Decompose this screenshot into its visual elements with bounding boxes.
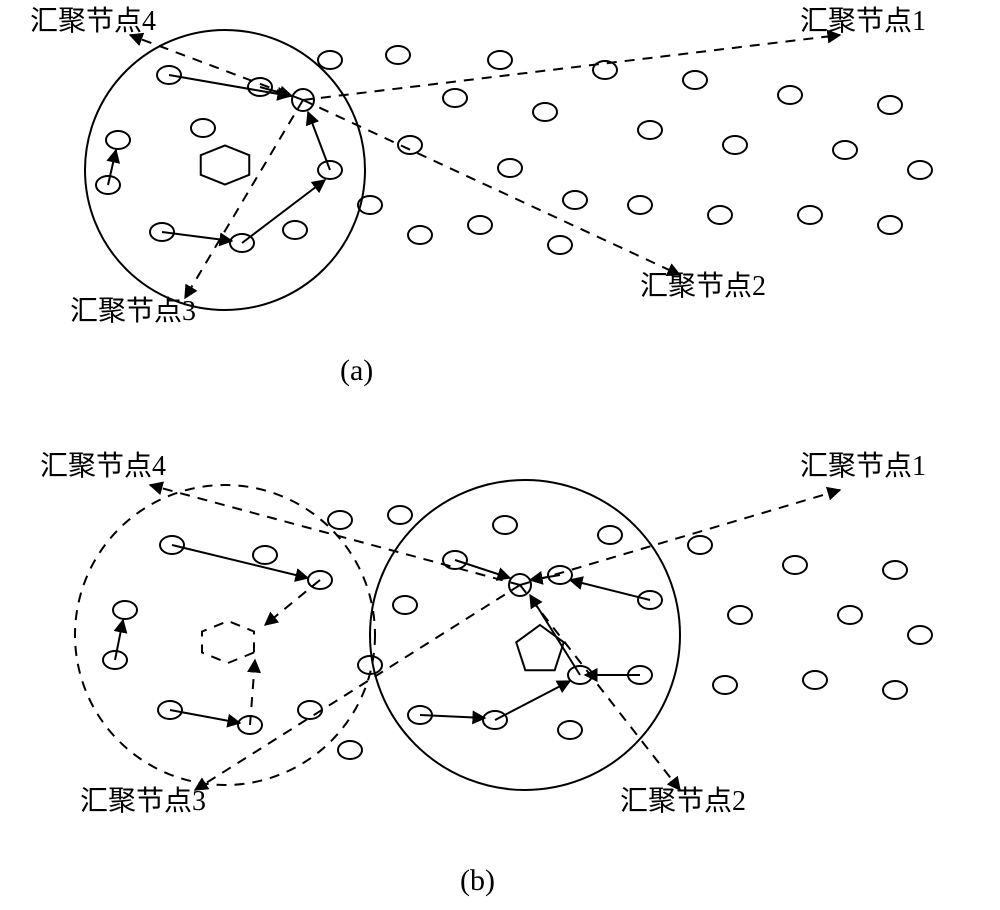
sensor-node — [328, 511, 352, 529]
sensor-node — [683, 71, 707, 89]
cluster-circle — [85, 30, 365, 310]
sensor-node — [191, 119, 215, 137]
sensor-node — [113, 601, 137, 619]
sensor-node — [498, 159, 522, 177]
route-arrow — [420, 715, 485, 718]
route-arrow — [495, 681, 570, 720]
a-lbl1: 汇聚节点1 — [800, 5, 926, 37]
diagram-a: 汇聚节点4 汇聚节点1 汇聚节点3 汇聚节点2 (a) — [30, 5, 932, 387]
sensor-node — [408, 226, 432, 244]
sensor-node — [638, 121, 662, 139]
sink-link — [520, 585, 680, 790]
sensor-node — [883, 681, 907, 699]
sensor-node — [908, 626, 932, 644]
sink-link — [150, 485, 520, 585]
sensor-node — [443, 89, 467, 107]
sensor-node — [393, 596, 417, 614]
a-lbl3: 汇聚节点3 — [70, 295, 196, 327]
sensor-node — [598, 526, 622, 544]
sensor-node — [883, 561, 907, 579]
hexagon-marker — [202, 621, 254, 663]
diagram-b: 汇聚节点4 汇聚节点1 汇聚节点3 汇聚节点2 (b) — [40, 450, 932, 897]
sensor-node — [878, 96, 902, 114]
route-arrow — [172, 545, 308, 578]
sensor-node — [783, 556, 807, 574]
sensor-node — [728, 606, 752, 624]
sensor-node — [688, 536, 712, 554]
sensor-node — [723, 136, 747, 154]
route-arrow — [308, 112, 330, 170]
sensor-node — [533, 103, 557, 121]
b-lbl4: 汇聚节点4 — [40, 450, 166, 482]
sensor-node — [833, 141, 857, 159]
sensor-node — [558, 721, 582, 739]
sensor-node — [778, 86, 802, 104]
sensor-node — [838, 606, 862, 624]
sink-link — [303, 100, 680, 275]
route-arrow — [108, 150, 116, 185]
sensor-node — [878, 216, 902, 234]
a-lbl4: 汇聚节点4 — [30, 5, 156, 37]
caption-a: (a) — [340, 354, 373, 387]
b-lbl1: 汇聚节点1 — [800, 450, 926, 482]
b-lbl2: 汇聚节点2 — [620, 785, 746, 817]
sensor-node — [468, 216, 492, 234]
sensor-node — [253, 546, 277, 564]
route-arrow — [115, 620, 123, 660]
sensor-node — [106, 131, 130, 149]
sensor-node — [338, 741, 362, 759]
sensor-node — [283, 221, 307, 239]
sensor-node — [358, 196, 382, 214]
sensor-node — [708, 206, 732, 224]
sensor-node — [798, 206, 822, 224]
sink-link — [185, 100, 303, 298]
sensor-node — [386, 46, 410, 64]
sensor-node — [803, 671, 827, 689]
diagram-svg: 汇聚节点4汇聚节点1汇聚节点3汇聚节点2(a)汇聚节点4汇聚节点1汇聚节点3汇聚… — [0, 0, 1000, 910]
sensor-node — [713, 676, 737, 694]
sensor-node — [388, 506, 412, 524]
sensor-node — [628, 196, 652, 214]
sensor-node — [318, 51, 342, 69]
route-arrow — [170, 710, 240, 723]
sink-link — [130, 35, 303, 100]
a-lbl2: 汇聚节点2 — [640, 270, 766, 302]
hexagon-marker — [201, 145, 249, 184]
sensor-node — [298, 701, 322, 719]
route-arrow — [570, 580, 650, 600]
route-arrow — [530, 595, 580, 675]
sensor-node — [493, 516, 517, 534]
sensor-node — [563, 191, 587, 209]
b-lbl3: 汇聚节点3 — [80, 785, 206, 817]
caption-b: (b) — [460, 864, 495, 897]
sensor-node — [488, 51, 512, 69]
sensor-node — [908, 161, 932, 179]
sink-link — [303, 35, 840, 100]
diagram-container: 汇聚节点4汇聚节点1汇聚节点3汇聚节点2(a)汇聚节点4汇聚节点1汇聚节点3汇聚… — [0, 0, 1000, 910]
sink-link — [520, 490, 840, 585]
sensor-node — [548, 236, 572, 254]
sink-link — [195, 585, 520, 790]
